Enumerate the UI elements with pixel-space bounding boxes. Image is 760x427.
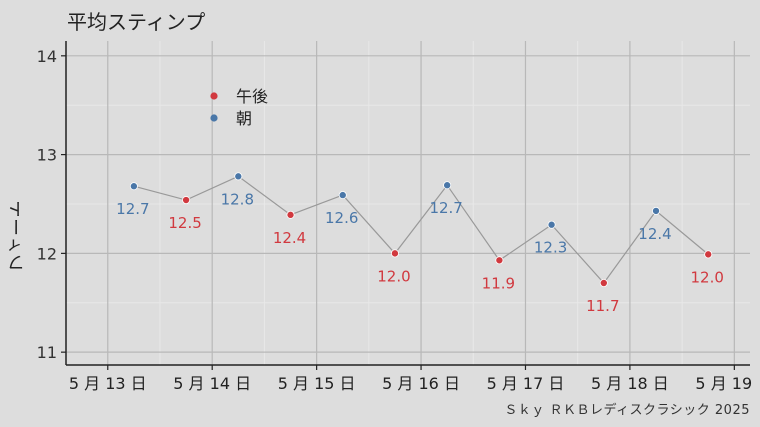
y-tick-label: 13 <box>37 146 57 165</box>
data-label: 12.7 <box>116 200 149 218</box>
data-point <box>129 182 138 191</box>
data-point <box>443 181 452 190</box>
data-point <box>234 172 243 181</box>
chart-title: 平均スティンプ <box>67 10 206 34</box>
data-label: 12.0 <box>377 267 410 285</box>
data-point <box>704 250 713 259</box>
legend-label: 午後 <box>236 87 268 106</box>
x-tick-label: 5 月 13 日 <box>69 374 147 393</box>
data-point <box>286 210 295 219</box>
data-label: 11.7 <box>586 297 619 315</box>
data-label: 11.9 <box>482 274 515 292</box>
data-label: 12.0 <box>691 268 724 286</box>
data-label: 12.7 <box>429 199 462 217</box>
data-point <box>390 249 399 258</box>
data-point <box>652 206 661 215</box>
data-label: 12.3 <box>534 239 567 257</box>
x-tick-label: 5 月 17 日 <box>487 374 565 393</box>
data-label: 12.5 <box>168 214 201 232</box>
data-label: 12.4 <box>638 225 671 243</box>
data-point <box>182 196 191 205</box>
legend-marker <box>210 92 218 100</box>
data-point <box>338 191 347 200</box>
y-tick-label: 12 <box>37 244 57 263</box>
data-point <box>599 279 608 288</box>
y-tick-label: 14 <box>37 47 57 66</box>
legend-marker <box>210 114 218 122</box>
data-label: 12.6 <box>325 209 358 227</box>
x-tick-label: 5 月 16 日 <box>382 374 460 393</box>
x-tick-label: 5 月 19 日 <box>695 374 760 393</box>
data-point <box>547 220 556 229</box>
data-point <box>495 256 504 265</box>
chart-caption: Ｓｋｙ ＲＫＢレディスクラシック 2025 <box>504 403 750 418</box>
series-line <box>133 175 709 284</box>
x-tick-label: 5 月 18 日 <box>591 374 669 393</box>
data-label: 12.4 <box>273 229 306 247</box>
x-tick-label: 5 月 15 日 <box>278 374 356 393</box>
x-tick-label: 5 月 14 日 <box>173 374 251 393</box>
data-label: 12.8 <box>221 190 254 208</box>
legend-label: 朝 <box>236 109 252 128</box>
y-tick-label: 11 <box>37 343 57 362</box>
